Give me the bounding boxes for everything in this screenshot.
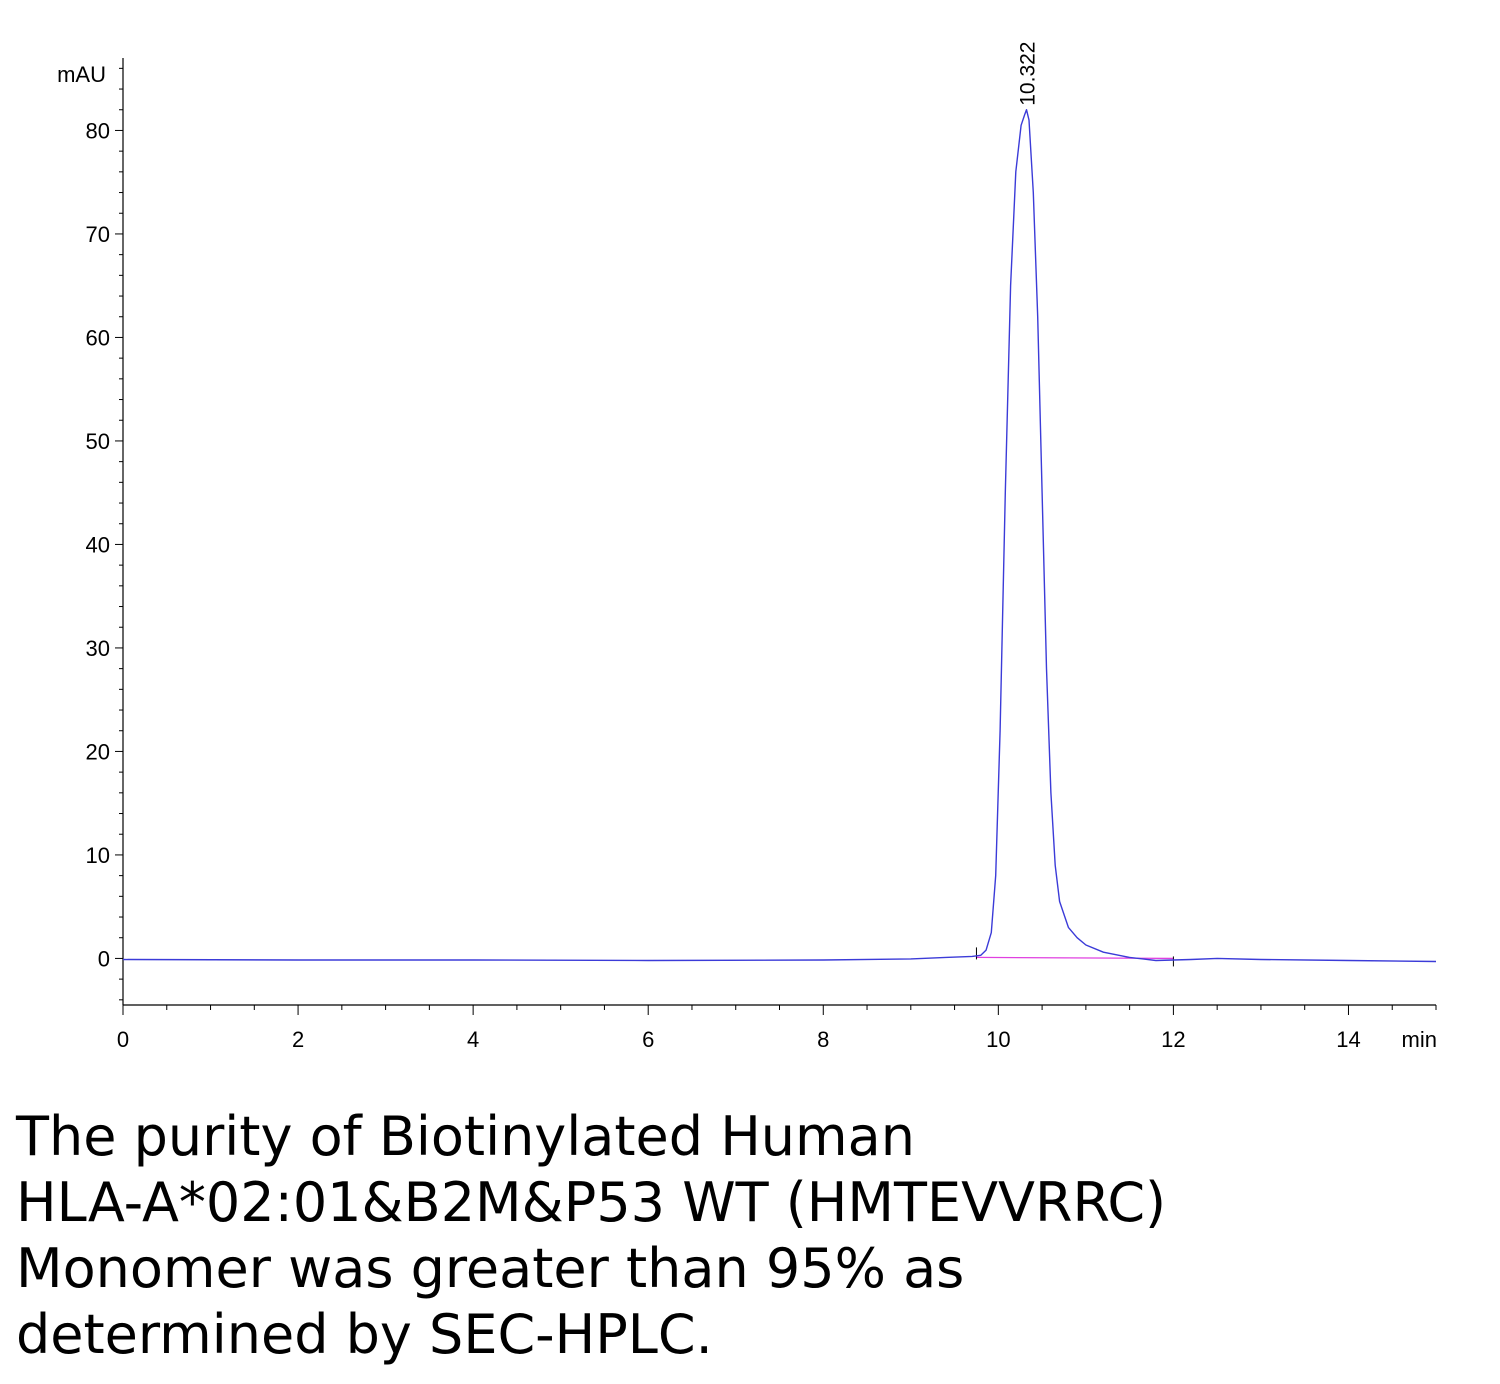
peak-retention-label: 10.322 — [1017, 42, 1040, 106]
y-tick-label: 20 — [86, 739, 110, 764]
y-tick-label: 10 — [86, 843, 110, 868]
y-axis-unit-label: mAU — [57, 62, 106, 87]
caption-line: HLA-A*02:01&B2M&P53 WT (HMTEVVRRC) — [16, 1171, 1167, 1234]
x-tick-label: 6 — [642, 1027, 654, 1052]
caption-line: Monomer was greater than 95% as — [16, 1237, 965, 1300]
chart-axes: 0 10 20 30 40 50 60 70 80 0 2 4 6 8 10 12 14 — [86, 58, 1437, 1052]
x-axis-unit-label: min — [1402, 1027, 1437, 1052]
y-tick-label: 0 — [98, 946, 110, 971]
y-tick-label: 40 — [86, 532, 110, 557]
x-tick-label: 0 — [117, 1027, 129, 1052]
caption-line: The purity of Biotinylated Human — [16, 1105, 915, 1168]
chart-plot-area: 10.322 — [122, 42, 1437, 967]
x-tick-label: 12 — [1161, 1027, 1185, 1052]
x-tick-label: 14 — [1336, 1027, 1360, 1052]
x-tick-label: 8 — [817, 1027, 829, 1052]
integration-baseline — [976, 956, 1174, 960]
figure-caption: The purity of Biotinylated Human HLA-A*0… — [16, 1104, 1476, 1368]
x-tick-label: 4 — [467, 1027, 479, 1052]
y-tick-label: 50 — [86, 429, 110, 454]
y-tick-label: 70 — [86, 222, 110, 247]
caption-line: determined by SEC-HPLC. — [16, 1303, 713, 1366]
x-tick-label: 2 — [292, 1027, 304, 1052]
chromatogram-trace — [122, 108, 1437, 963]
y-tick-label: 30 — [86, 636, 110, 661]
y-tick-label: 80 — [86, 118, 110, 143]
x-tick-label: 10 — [986, 1027, 1010, 1052]
y-tick-label: 60 — [86, 325, 110, 350]
